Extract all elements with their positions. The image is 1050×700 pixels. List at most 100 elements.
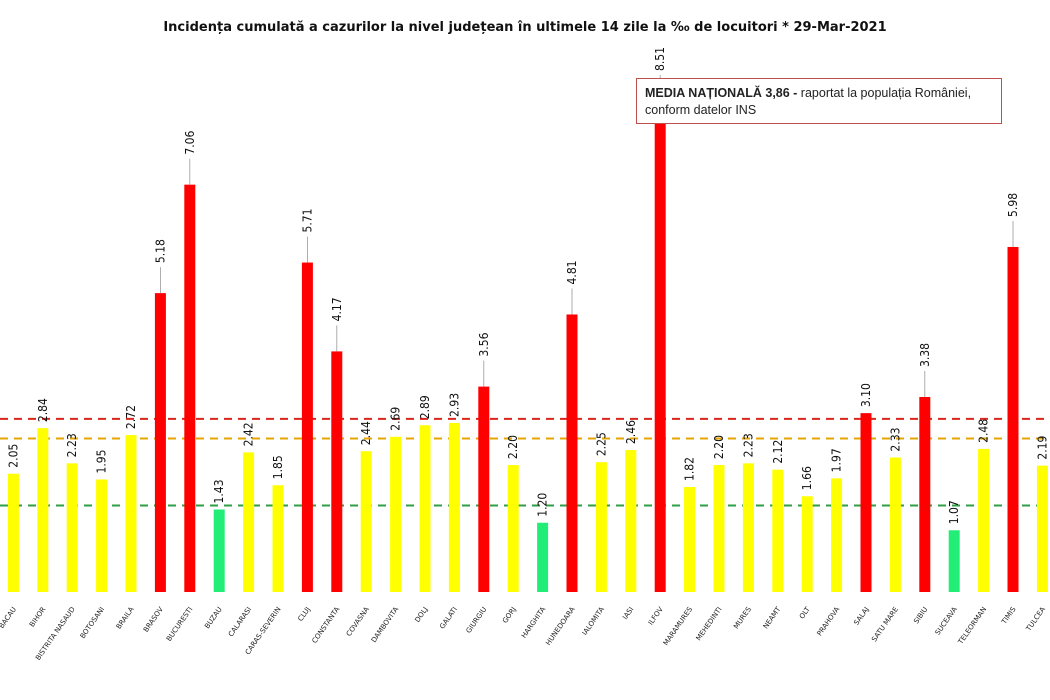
value-label: 1.07 — [947, 500, 961, 524]
value-label: 2.84 — [36, 398, 50, 422]
value-label: 2.44 — [359, 421, 373, 445]
category-label: HARGHITA — [520, 605, 547, 639]
bar-suceava — [948, 530, 960, 592]
value-labels: 2.302.052.842.231.952.725.187.061.432.42… — [6, 47, 1049, 524]
category-label: OLT — [798, 605, 812, 621]
category-label: SUCEAVA — [934, 605, 959, 636]
value-label: 2.48 — [977, 419, 991, 443]
category-label: BACAU — [0, 606, 18, 630]
bar-prahova — [831, 478, 843, 592]
bar-sibiu — [919, 396, 931, 592]
category-label: IASI — [621, 606, 635, 622]
category-label: GORJ — [501, 606, 518, 625]
value-label: 8.51 — [653, 47, 667, 71]
value-label: 2.05 — [6, 444, 20, 468]
bar-dambovita — [390, 436, 402, 592]
category-label: NEAMT — [762, 605, 783, 630]
value-label: 2.89 — [418, 395, 432, 419]
bar-caras-severin — [272, 485, 284, 592]
bar-maramures — [684, 486, 696, 592]
value-label: 2.23 — [65, 433, 79, 457]
category-label: IALOMITA — [581, 605, 606, 636]
bar-tulcea — [1036, 465, 1048, 592]
category-label: HUNEDOARA — [544, 605, 576, 647]
category-label: DOLJ — [413, 606, 429, 624]
category-label: CONSTANTA — [311, 605, 342, 644]
value-label: 2.19 — [1035, 435, 1049, 459]
threshold-lines — [0, 417, 1050, 507]
bar-gorj — [507, 465, 519, 592]
national-average-note: MEDIA NAȚIONALĂ 3,86 - raportat la popul… — [636, 78, 1002, 124]
bar-ialomita — [595, 462, 607, 592]
value-label: 2.42 — [242, 422, 256, 446]
bar-bucuresti — [184, 184, 196, 592]
bar-salaj — [860, 413, 872, 592]
value-label: 5.71 — [300, 209, 314, 233]
category-label: BIHOR — [28, 605, 48, 628]
value-label: 2.46 — [624, 420, 638, 444]
value-label: 2.12 — [771, 440, 785, 464]
bar-ilfov — [654, 101, 666, 592]
note-line2: conform datelor INS — [645, 103, 757, 117]
bars — [7, 101, 1048, 593]
bar-teleorman — [978, 448, 990, 592]
category-label: MEHEDINTI — [695, 606, 724, 643]
category-label: MURES — [732, 605, 753, 630]
national-average-value: MEDIA NAȚIONALĂ 3,86 - — [645, 86, 798, 100]
value-label: 1.82 — [683, 457, 697, 481]
category-label: BUCURESTI — [165, 606, 195, 643]
value-label: 4.81 — [565, 260, 579, 284]
value-label: 2.33 — [888, 428, 902, 452]
value-label: 2.25 — [594, 432, 608, 456]
bar-bacau — [7, 473, 19, 592]
category-label: SALAJ — [852, 606, 870, 627]
bar-brasov — [154, 293, 166, 592]
chart-title: Incidența cumulată a cazurilor la nivel … — [163, 20, 887, 35]
bar-buzau — [213, 509, 225, 592]
bar-timis — [1007, 246, 1019, 593]
bar-dolj — [419, 425, 431, 592]
category-label: BRAILA — [115, 605, 136, 630]
category-label: TELEORMAN — [956, 606, 988, 647]
category-label: SATU MARE — [870, 606, 900, 644]
category-label: GALATI — [438, 606, 459, 631]
value-label: 4.17 — [330, 297, 344, 321]
category-label: BRASOV — [142, 605, 165, 633]
bar-braila — [125, 435, 137, 592]
bar-covasna — [360, 451, 372, 592]
bar-mures — [742, 463, 754, 592]
bar-satu-mare — [889, 457, 901, 592]
category-label: TIMIS — [1000, 605, 1018, 626]
value-label: 5.18 — [153, 239, 167, 263]
category-label: CLUJ — [297, 606, 313, 623]
category-label: ILFOV — [647, 605, 665, 626]
value-label: 2.69 — [389, 407, 403, 431]
bar-bistrita-nasaud — [66, 463, 78, 592]
value-label: 3.38 — [918, 343, 932, 367]
category-label: PRAHOVA — [816, 605, 842, 637]
bar-mehedinti — [713, 465, 725, 592]
category-label: COVASNA — [345, 605, 371, 638]
value-label: 1.85 — [271, 455, 285, 479]
category-label: SIBIU — [912, 606, 929, 626]
value-label: 2.20 — [712, 435, 726, 459]
bar-harghita — [537, 522, 549, 592]
bar-iasi — [625, 450, 637, 592]
bar-olt — [801, 496, 813, 592]
bar-botosani — [96, 479, 108, 592]
value-label: 3.10 — [859, 383, 873, 407]
bar-giurgiu — [478, 386, 490, 592]
value-label: 2.20 — [506, 435, 520, 459]
value-label: 1.97 — [830, 448, 844, 472]
value-label: 1.66 — [800, 466, 814, 490]
category-label: BOTOSANI — [79, 606, 107, 641]
bar-cluj — [301, 262, 313, 592]
value-label: 3.56 — [477, 332, 491, 356]
category-label: CALARASI — [227, 606, 253, 639]
category-label: GIURGIU — [465, 606, 489, 635]
bar-constanta — [331, 351, 343, 592]
category-label: DAMBOVITA — [370, 605, 400, 644]
value-label: 2.93 — [447, 393, 461, 417]
